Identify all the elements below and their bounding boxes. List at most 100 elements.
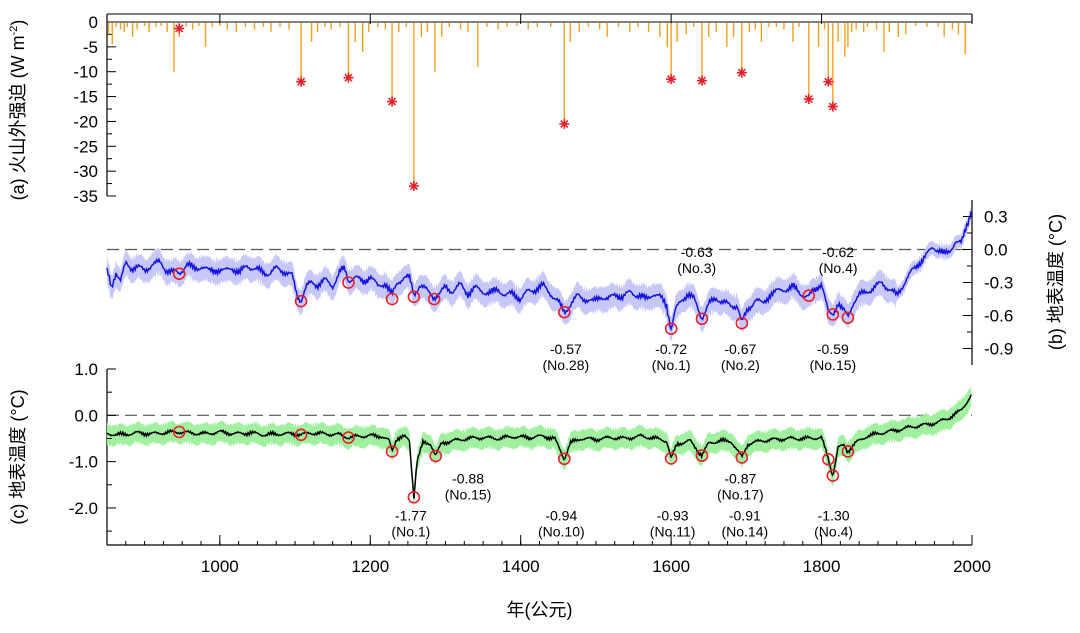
panel-b-annotation-value: -0.59 — [817, 341, 849, 357]
panel-b-annotation-value: -0.67 — [724, 341, 756, 357]
eruption-response-circle — [407, 290, 421, 304]
eruption-marker — [666, 74, 677, 85]
panel-c-y-tick-label: 0.0 — [74, 406, 98, 425]
eruption-marker — [803, 94, 814, 105]
panel-a-y-tick-label: -25 — [73, 137, 98, 156]
eruption-response-circle — [735, 451, 749, 464]
panel-b-y-tick-label: -0.9 — [984, 340, 1013, 359]
panel-b-annotation-event: (No.4) — [819, 260, 858, 276]
panel-b-annotation-value: -0.72 — [655, 341, 687, 357]
eruption-response-circle — [429, 449, 443, 463]
eruption-response-circle — [558, 452, 571, 466]
panel-a-y-tick-label: -15 — [73, 88, 98, 107]
x-tick-label: 1800 — [803, 557, 841, 576]
panel-c-y-axis-label: (c) 地表温度 (°C) — [8, 389, 28, 524]
panel-c-annotation-event: (No.1) — [391, 523, 430, 539]
eruption-response-circle — [695, 312, 709, 326]
eruption-marker-stroke — [344, 73, 353, 82]
panel-b-annotation-event: (No.15) — [810, 357, 857, 373]
panel-a-y-tick-label: -20 — [73, 112, 98, 131]
eruption-marker-stroke — [296, 77, 306, 86]
eruption-marker-stroke — [697, 76, 707, 85]
eruption-response-circle — [826, 469, 840, 482]
eruption-response-circle — [841, 311, 855, 325]
x-axis: 1000 1200 1400 1600 1800 2000 年(公元) — [106, 535, 991, 620]
x-tick-label: 1400 — [502, 557, 540, 576]
eruption-response-circle — [294, 428, 308, 442]
panel-b-annotation-event: (No.28) — [542, 357, 589, 373]
eruption-response-circle — [172, 425, 186, 439]
panel-b-y-axis-label: (b) 地表温度 (°C) — [1046, 214, 1066, 350]
panel-c-annotation-value: -0.94 — [545, 507, 577, 523]
panel-a-y-axis-label-close: ) — [8, 20, 28, 26]
panel-a-y-tick-label: -30 — [73, 162, 98, 181]
eruption-marker — [696, 75, 707, 86]
eruption-response-circle — [735, 316, 749, 330]
panel-b-annotation-event: (No.2) — [721, 357, 760, 373]
panel-b-y-tick-label: -0.6 — [984, 307, 1013, 326]
panel-a-y-tick-label: 0 — [89, 13, 98, 32]
eruption-marker — [408, 181, 419, 192]
eruption-marker — [174, 23, 185, 34]
eruption-response-circle — [172, 267, 186, 281]
panel-c-surface-temperature: -0.88(No.15)-0.87(No.17)-1.77(No.1)-0.94… — [8, 360, 972, 546]
panel-b-temperature-line — [106, 211, 972, 332]
eruption-marker — [823, 76, 834, 87]
panel-a-y-axis-label-main: (a) 火山外强迫 (W m — [8, 35, 28, 200]
eruption-response-circle — [558, 305, 571, 319]
eruption-response-circle — [342, 431, 355, 444]
panel-b-y-tick-label: 0.0 — [984, 241, 1008, 260]
panel-c-annotation-value: -0.91 — [729, 507, 761, 523]
panel-c-annotation-event: (No.4) — [814, 523, 853, 539]
panel-b-annotation-event: (No.3) — [677, 260, 716, 276]
eruption-marker — [736, 67, 747, 78]
panel-a-y-tick-label: -10 — [73, 63, 98, 82]
eruption-response-circle — [664, 452, 678, 465]
panel-c-annotation-value: -0.87 — [724, 470, 756, 486]
eruption-response-circle — [695, 449, 709, 462]
panel-c-annotation-value: -1.77 — [395, 507, 427, 523]
panel-a-y-axis-label: (a) 火山外强迫 (W m-2) — [8, 20, 28, 201]
panel-c-annotation-event: (No.10) — [538, 523, 585, 539]
panel-b-annotation-value: -0.63 — [681, 244, 713, 260]
x-axis-label: 年(公元) — [507, 600, 573, 620]
eruption-response-circle — [841, 445, 855, 458]
panel-a-volcanic-forcing: 0 -5 -10 -15 -20 -25 -30 -35 (a) 火山外强迫 (W m-2) — [8, 13, 973, 206]
eruption-response-circle — [826, 308, 840, 321]
eruption-marker-stroke — [388, 97, 397, 106]
eruption-response-circle — [407, 490, 421, 504]
panel-a-y-tick-label: -35 — [73, 187, 98, 206]
panel-c-annotation-value: -0.93 — [657, 507, 689, 523]
eruption-response-circle — [427, 292, 441, 306]
panel-b-surface-temperature: -0.57(No.28)-0.72(No.1)-0.67(No.2)-0.59(… — [106, 200, 1066, 373]
eruption-marker-stroke — [824, 77, 833, 86]
panel-c-uncertainty-band — [107, 385, 972, 510]
panel-b-annotation-event: (No.1) — [652, 357, 691, 373]
eruption-marker-stroke — [737, 68, 746, 77]
eruption-response-circle — [802, 289, 816, 303]
eruption-marker-stroke — [828, 102, 837, 111]
eruption-response-circle — [385, 292, 399, 306]
panel-c-annotation-event: (No.11) — [650, 523, 696, 539]
x-tick-label: 1000 — [201, 557, 239, 576]
panel-b-y-tick-label: 0.3 — [984, 208, 1008, 227]
eruption-response-circle — [664, 322, 678, 336]
panel-c-temperature-line — [106, 394, 972, 499]
panel-b-annotation-value: -0.62 — [822, 244, 854, 260]
panel-c-annotation-event: (No.15) — [445, 486, 492, 502]
x-tick-label: 2000 — [953, 557, 991, 576]
eruption-response-circle — [294, 294, 308, 308]
panel-b-annotation-value: -0.57 — [550, 341, 582, 357]
panel-c-y-tick-label: -2.0 — [69, 499, 98, 518]
eruption-marker-stroke — [560, 119, 569, 128]
panel-c-annotation-event: (No.14) — [721, 523, 768, 539]
eruption-marker-stroke — [409, 181, 418, 191]
panel-a-y-tick-label: -5 — [83, 38, 98, 57]
panel-c-annotation-value: -0.88 — [452, 470, 484, 486]
eruption-response-circle — [822, 453, 835, 466]
eruption-response-circle — [385, 445, 399, 458]
eruption-marker — [387, 96, 398, 107]
eruption-marker-stroke — [175, 24, 184, 33]
panel-a-y-axis-label-exponent: -2 — [8, 26, 20, 36]
